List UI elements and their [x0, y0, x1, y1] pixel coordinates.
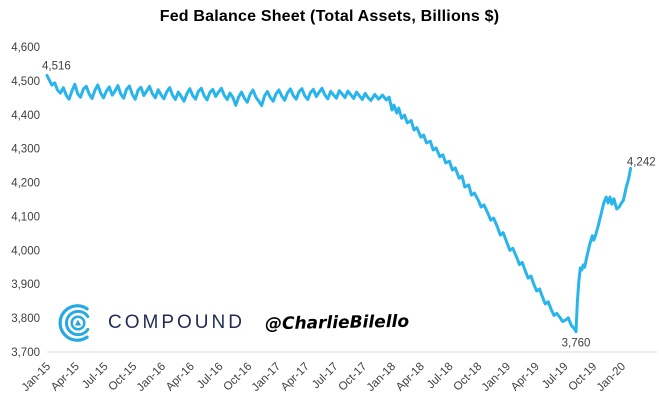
y-tick-label: 4,400: [11, 110, 40, 122]
y-tick-label: 3,700: [11, 347, 40, 359]
data-label: 4,516: [42, 60, 71, 72]
x-tick-label: Apr-19: [509, 361, 542, 394]
y-tick-label: 4,500: [11, 76, 40, 88]
x-tick-label: Jul-15: [80, 361, 111, 392]
x-tick-label: Apr-16: [164, 361, 197, 394]
logo-triangle-icon: [74, 319, 82, 326]
y-tick-label: 4,200: [11, 178, 40, 190]
branding: COMPOUND @CharlieBilello: [57, 301, 409, 345]
y-tick-label: 4,000: [11, 245, 40, 257]
series-line: [45, 74, 633, 334]
x-tick-label: Apr-17: [279, 361, 312, 394]
x-tick-label: Oct-16: [221, 361, 254, 394]
x-tick-label: Apr-15: [49, 361, 82, 394]
x-tick-label: Jul-17: [310, 361, 341, 392]
compound-logo-text: COMPOUND: [108, 312, 245, 333]
x-tick-label: Oct-19: [566, 361, 599, 394]
data-label: 4,242: [627, 156, 656, 168]
x-tick-label: Oct-15: [106, 361, 139, 394]
y-tick-label: 3,900: [11, 279, 40, 291]
y-tick-label: 4,600: [11, 42, 40, 54]
x-tick-label: Jan-20: [595, 361, 628, 394]
chart-title: Fed Balance Sheet (Total Assets, Billion…: [159, 8, 500, 25]
x-tick-label: Jan-16: [135, 361, 168, 394]
compound-logo-icon: [58, 304, 90, 342]
data-label: 3,760: [562, 338, 591, 350]
x-tick-label: Jan-17: [250, 361, 283, 394]
x-tick-label: Oct-18: [451, 361, 484, 394]
y-tick-label: 4,100: [11, 211, 40, 223]
x-tick-label: Jul-16: [195, 361, 226, 392]
y-tick-label: 4,300: [11, 144, 40, 156]
x-tick-label: Oct-17: [336, 361, 369, 394]
x-tick-label: Apr-18: [394, 361, 427, 394]
y-tick-label: 3,800: [11, 313, 40, 325]
x-tick-label: Jan-19: [480, 361, 513, 394]
x-tick-label: Jul-19: [540, 361, 571, 392]
x-tick-label: Jan-18: [365, 361, 398, 394]
x-tick-label: Jul-18: [425, 361, 456, 392]
x-tick-label: Jan-15: [20, 361, 53, 394]
twitter-handle: @CharlieBilello: [264, 311, 410, 335]
